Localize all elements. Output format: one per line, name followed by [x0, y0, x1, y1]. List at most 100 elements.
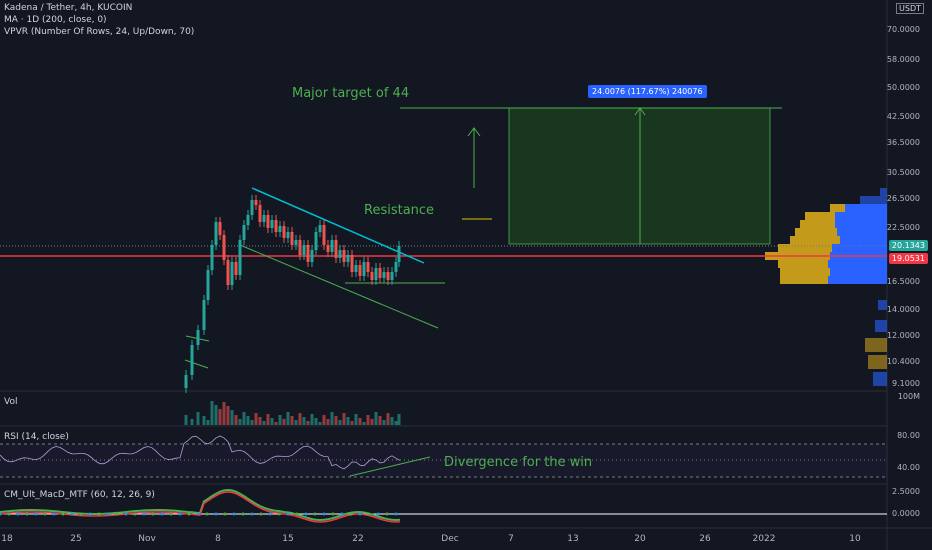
- divergence-label[interactable]: Divergence for the win: [444, 455, 593, 470]
- volume-bar: [254, 413, 258, 425]
- resistance-label[interactable]: Resistance: [364, 203, 435, 218]
- volume-bar: [326, 419, 330, 425]
- macd-dot: [70, 512, 74, 516]
- candle-body: [190, 345, 194, 375]
- candle-body: [342, 250, 346, 262]
- candle-body: [278, 226, 282, 232]
- volume-bar: [190, 419, 194, 425]
- macd-dot: [16, 512, 20, 516]
- macd-dot: [358, 512, 362, 516]
- volume-bar: [298, 413, 302, 425]
- volume-bar: [322, 415, 326, 425]
- candle-body: [338, 250, 342, 258]
- volume-bar: [302, 417, 306, 425]
- macd-dot: [61, 512, 65, 516]
- time-tick: 2022: [752, 534, 776, 544]
- volume-bar: [222, 402, 226, 425]
- volume-bar: [270, 418, 274, 425]
- candles: [184, 195, 401, 393]
- time-tick: 10: [849, 534, 861, 544]
- volume-bar: [334, 416, 338, 425]
- candle-body: [318, 225, 322, 232]
- macd-dot: [133, 512, 137, 516]
- macd-dot: [214, 512, 218, 516]
- macd-dot: [295, 512, 299, 516]
- volume-label: Vol: [4, 397, 18, 407]
- candle-body: [242, 225, 246, 240]
- candle-body: [246, 215, 250, 225]
- macd-dot: [79, 512, 83, 516]
- macd-dot: [0, 512, 2, 516]
- candle-body: [230, 262, 234, 285]
- candle-body: [302, 245, 306, 255]
- price-tick: 12.0000: [886, 331, 920, 340]
- volume-bar: [394, 421, 398, 425]
- volume-bar: [202, 416, 206, 425]
- volume-bar: [242, 412, 246, 425]
- candle-body: [382, 272, 386, 278]
- volume-bar: [382, 420, 386, 425]
- candle-body: [350, 255, 354, 272]
- volume-bar: [370, 419, 374, 425]
- time-tick: 7: [508, 534, 514, 544]
- divergence-line: [349, 456, 431, 477]
- macd-dot: [115, 512, 119, 516]
- volume-bar: [226, 406, 230, 425]
- macd-dot: [7, 512, 11, 516]
- time-tick: 22: [352, 534, 364, 544]
- legend-ma[interactable]: MA · 1D (200, close, 0): [4, 15, 107, 25]
- candle-body: [394, 262, 398, 272]
- channel-upper: [251, 187, 425, 264]
- candle-body: [254, 200, 258, 205]
- volume-bar: [366, 415, 370, 425]
- legend-vpvr[interactable]: VPVR (Number Of Rows, 24, Up/Down, 70): [4, 27, 195, 37]
- volume-bar: [346, 417, 350, 425]
- volume-bar: [354, 414, 358, 425]
- major-target-label[interactable]: Major target of 44: [292, 86, 410, 101]
- volume-bar: [397, 414, 401, 425]
- candle-body: [196, 330, 200, 345]
- macd-signal-line: [0, 491, 401, 523]
- macd-dot: [331, 512, 335, 516]
- candle-body: [282, 226, 286, 238]
- candle-body: [202, 300, 206, 330]
- volume-bar: [218, 409, 222, 425]
- volume-profile: [765, 188, 887, 386]
- candle-body: [354, 265, 358, 272]
- macd-label: CM_Ult_MacD_MTF (60, 12, 26, 9): [4, 490, 155, 500]
- candle-body: [326, 245, 330, 252]
- measure-arrow-head: [634, 107, 646, 116]
- candle-body: [258, 205, 262, 222]
- candle-body: [262, 215, 266, 222]
- currency-label[interactable]: USDT: [896, 3, 924, 14]
- volume-bar: [274, 422, 278, 425]
- candle-body: [226, 260, 230, 285]
- time-tick: 13: [567, 534, 579, 544]
- rsi-axis-40: 40.00: [897, 463, 920, 472]
- candle-body: [334, 240, 338, 258]
- macd-dot: [394, 512, 398, 516]
- volume-bar: [374, 412, 378, 425]
- price-tick: 10.4000: [886, 357, 920, 366]
- time-tick: 18: [1, 534, 13, 544]
- volume-bar: [390, 417, 394, 425]
- price-tick: 14.0000: [886, 305, 920, 314]
- candle-body: [222, 235, 226, 260]
- macd-dot: [313, 512, 317, 516]
- legend-symbol[interactable]: Kadena / Tether, 4h, KUCOIN: [4, 3, 133, 13]
- macd-dot: [160, 512, 164, 516]
- volume-bar: [338, 420, 342, 425]
- macd-dot: [223, 512, 227, 516]
- volume-bar: [278, 415, 282, 425]
- volume-bar: [330, 412, 334, 425]
- volume-bar: [184, 415, 188, 425]
- volume-bar: [350, 421, 354, 425]
- macd-dot: [187, 512, 191, 516]
- macd-axis-top: 2.5000: [892, 487, 920, 496]
- price-tick: 50.0000: [886, 83, 920, 92]
- candle-body: [330, 240, 334, 252]
- price-tick: 16.5000: [886, 277, 920, 286]
- candle-body: [386, 272, 390, 280]
- macd-dot: [106, 512, 110, 516]
